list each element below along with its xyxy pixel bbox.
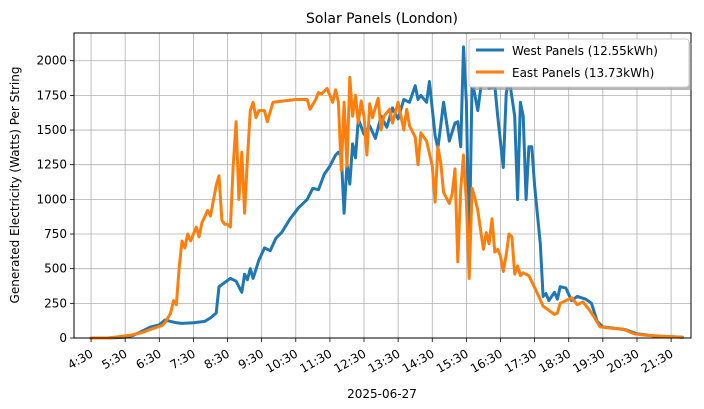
y-tick-label: 1250 <box>36 158 67 172</box>
chart-title: Solar Panels (London) <box>306 11 458 27</box>
x-axis-label: 2025-06-27 <box>347 387 417 401</box>
y-tick-label: 1500 <box>36 123 67 137</box>
series-line-west <box>89 45 684 340</box>
series-lines <box>89 45 684 340</box>
y-tick-label: 500 <box>44 262 67 276</box>
x-tick-label: 10:30 <box>263 346 300 375</box>
legend-label-west: West Panels (12.55kWh) <box>512 44 658 58</box>
x-tick-label: 6:30 <box>133 346 163 372</box>
x-tick-label: 17:30 <box>502 346 539 375</box>
x-tick-label: 13:30 <box>366 346 403 375</box>
series-line-east <box>89 75 684 340</box>
x-tick-label: 8:30 <box>202 346 232 372</box>
legend-box <box>468 38 690 88</box>
x-tick-label: 9:30 <box>236 346 266 372</box>
y-tick-label: 750 <box>44 227 67 241</box>
y-tick-label: 2000 <box>36 54 67 68</box>
x-tick-label: 15:30 <box>434 346 471 375</box>
y-axis-label: Generated Electricity (Watts) Per String <box>8 67 22 304</box>
x-tick-label: 4:30 <box>65 346 95 372</box>
legend: West Panels (12.55kWh) East Panels (13.7… <box>468 38 692 90</box>
x-tick-label: 12:30 <box>332 346 369 375</box>
y-axis-ticks: 0 250 500 750 1000 1250 1500 1750 2000 <box>36 54 74 345</box>
x-tick-label: 14:30 <box>400 346 437 375</box>
x-tick-label: 18:30 <box>536 346 573 375</box>
plot-frame <box>73 32 692 339</box>
x-tick-label: 20:30 <box>605 346 642 375</box>
x-tick-label: 21:30 <box>639 346 676 375</box>
y-tick-label: 1750 <box>36 88 67 102</box>
y-tick-label: 0 <box>59 331 67 345</box>
x-axis-ticks: 4:30 5:30 6:30 7:30 8:30 9:3010:3011:3012:301… <box>65 338 676 376</box>
x-tick-label: 16:30 <box>468 346 505 375</box>
y-tick-label: 250 <box>44 296 67 310</box>
y-tick-label: 1000 <box>36 192 67 206</box>
legend-label-east: East Panels (13.73kWh) <box>512 66 654 80</box>
x-tick-label: 5:30 <box>99 346 129 372</box>
x-tick-label: 19:30 <box>570 346 607 375</box>
x-tick-label: 11:30 <box>297 346 334 375</box>
x-tick-label: 7:30 <box>168 346 198 372</box>
